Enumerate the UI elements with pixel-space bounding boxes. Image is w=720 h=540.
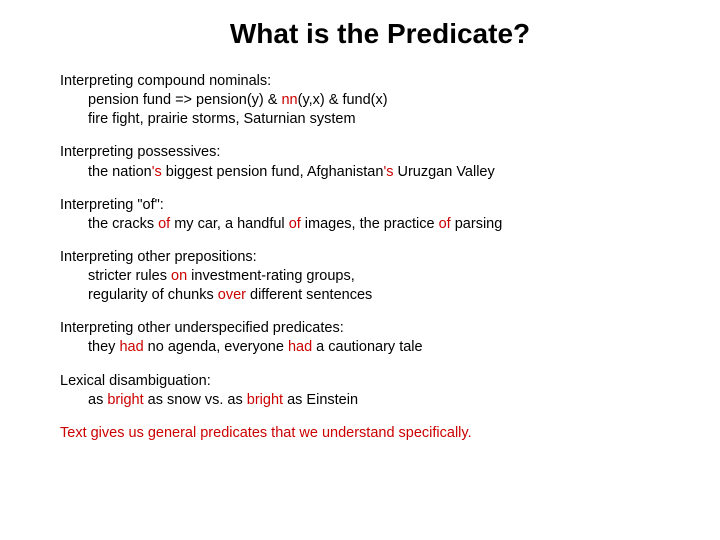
- section: Interpreting compound nominals:pension f…: [60, 72, 660, 129]
- section-line: they had no agenda, everyone had a cauti…: [60, 338, 660, 357]
- highlight-text: nn: [281, 92, 297, 108]
- body-text: stricter rules: [88, 268, 171, 284]
- section-heading: Lexical disambiguation:: [60, 372, 660, 391]
- body-text: different sentences: [246, 287, 372, 303]
- slide-body: Interpreting compound nominals:pension f…: [60, 72, 660, 443]
- section: Interpreting "of":the cracks of my car, …: [60, 196, 660, 234]
- slide-title: What is the Predicate?: [100, 18, 660, 50]
- section-heading: Interpreting "of":: [60, 196, 660, 215]
- section: Interpreting other underspecified predic…: [60, 319, 660, 357]
- body-text: images, the practice: [301, 216, 439, 232]
- section-line: fire fight, prairie storms, Saturnian sy…: [60, 110, 660, 129]
- body-text: parsing: [451, 216, 503, 232]
- highlight-text: of: [289, 216, 301, 232]
- section-heading: Interpreting compound nominals:: [60, 72, 660, 91]
- body-text: regularity of chunks: [88, 287, 218, 303]
- section-line: stricter rules on investment-rating grou…: [60, 267, 660, 286]
- highlight-text: had: [119, 339, 143, 355]
- section-line: pension fund => pension(y) & nn(y,x) & f…: [60, 91, 660, 110]
- body-text: as Einstein: [283, 392, 358, 408]
- body-text: the cracks: [88, 216, 158, 232]
- section-line: the cracks of my car, a handful of image…: [60, 215, 660, 234]
- body-text: pension fund => pension(y) &: [88, 92, 281, 108]
- body-text: Uruzgan Valley: [393, 164, 494, 180]
- section: Lexical disambiguation:as bright as snow…: [60, 372, 660, 410]
- highlight-text: bright: [247, 392, 283, 408]
- section: Text gives us general predicates that we…: [60, 424, 660, 443]
- highlight-text: bright: [107, 392, 143, 408]
- highlight-text: Text gives us general predicates that we…: [60, 425, 472, 441]
- highlight-text: had: [288, 339, 312, 355]
- section-line: the nation's biggest pension fund, Afgha…: [60, 163, 660, 182]
- section-heading: Interpreting other underspecified predic…: [60, 319, 660, 338]
- body-text: investment-rating groups,: [187, 268, 355, 284]
- body-text: fire fight, prairie storms, Saturnian sy…: [88, 111, 356, 127]
- highlight-text: of: [439, 216, 451, 232]
- body-text: a cautionary tale: [312, 339, 422, 355]
- body-text: as: [88, 392, 107, 408]
- body-text: my car, a handful: [170, 216, 288, 232]
- section-heading: Interpreting other prepositions:: [60, 248, 660, 267]
- highlight-text: 's: [152, 164, 162, 180]
- body-text: the nation: [88, 164, 152, 180]
- body-text: as snow vs. as: [144, 392, 247, 408]
- body-text: no agenda, everyone: [144, 339, 288, 355]
- body-text: they: [88, 339, 119, 355]
- body-text: biggest pension fund, Afghanistan: [162, 164, 384, 180]
- highlight-text: of: [158, 216, 170, 232]
- section: Interpreting other prepositions:stricter…: [60, 248, 660, 305]
- highlight-text: 's: [383, 164, 393, 180]
- section-line: as bright as snow vs. as bright as Einst…: [60, 391, 660, 410]
- highlight-text: over: [218, 287, 246, 303]
- body-text: (y,x) & fund(x): [298, 92, 388, 108]
- conclusion-text: Text gives us general predicates that we…: [60, 424, 660, 443]
- highlight-text: on: [171, 268, 187, 284]
- section-heading: Interpreting possessives:: [60, 143, 660, 162]
- section-line: regularity of chunks over different sent…: [60, 286, 660, 305]
- section: Interpreting possessives:the nation's bi…: [60, 143, 660, 181]
